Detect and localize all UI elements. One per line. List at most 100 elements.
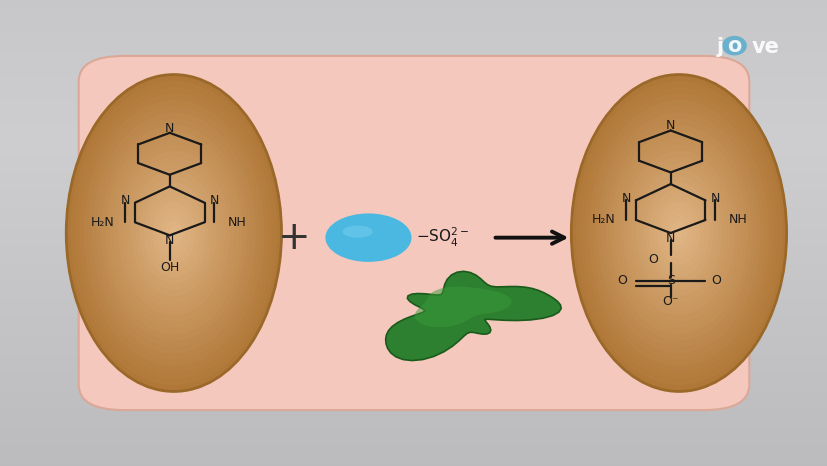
Text: NH: NH — [227, 216, 246, 229]
Bar — [0, 240, 827, 242]
Ellipse shape — [588, 100, 768, 366]
Bar — [0, 228, 827, 231]
Bar — [0, 128, 827, 130]
Bar — [0, 422, 827, 424]
Bar — [0, 256, 827, 259]
Bar — [0, 338, 827, 340]
Text: NH: NH — [728, 213, 747, 226]
Bar — [0, 324, 827, 326]
Bar — [0, 14, 827, 16]
Ellipse shape — [600, 119, 756, 347]
Ellipse shape — [648, 189, 708, 277]
Bar — [0, 336, 827, 338]
Ellipse shape — [152, 201, 195, 265]
Bar — [0, 226, 827, 228]
Bar — [0, 121, 827, 123]
Ellipse shape — [105, 131, 242, 335]
Bar — [0, 382, 827, 384]
Bar — [0, 84, 827, 86]
Bar — [0, 380, 827, 382]
Ellipse shape — [571, 75, 786, 391]
Bar — [0, 308, 827, 310]
Bar — [0, 377, 827, 380]
Bar — [0, 189, 827, 191]
Ellipse shape — [674, 226, 682, 240]
Bar — [0, 123, 827, 126]
Bar — [0, 301, 827, 303]
Bar — [0, 280, 827, 282]
Bar — [0, 149, 827, 151]
Ellipse shape — [609, 131, 747, 335]
Bar — [0, 221, 827, 224]
Ellipse shape — [614, 138, 743, 328]
Bar — [0, 319, 827, 322]
Bar — [0, 107, 827, 110]
Ellipse shape — [74, 87, 273, 379]
Text: N: N — [665, 232, 675, 245]
Ellipse shape — [721, 36, 746, 55]
Ellipse shape — [70, 81, 277, 385]
Bar — [0, 210, 827, 212]
Ellipse shape — [596, 113, 760, 353]
Text: j: j — [716, 37, 723, 56]
Bar — [0, 405, 827, 408]
Bar — [0, 177, 827, 179]
Bar — [0, 21, 827, 23]
Bar — [0, 9, 827, 12]
Bar — [0, 238, 827, 240]
Bar — [0, 49, 827, 51]
Bar — [0, 305, 827, 308]
Bar — [0, 33, 827, 35]
Bar — [0, 275, 827, 277]
Bar — [0, 322, 827, 324]
Text: ve: ve — [751, 37, 779, 56]
Ellipse shape — [627, 157, 729, 309]
Bar — [0, 417, 827, 419]
Bar — [0, 233, 827, 235]
Ellipse shape — [657, 201, 700, 265]
Bar — [0, 268, 827, 270]
Bar — [0, 163, 827, 165]
Ellipse shape — [113, 144, 234, 322]
Ellipse shape — [131, 170, 217, 296]
Bar — [0, 289, 827, 291]
Bar — [0, 340, 827, 343]
Bar — [0, 333, 827, 336]
Bar — [0, 26, 827, 28]
Bar — [0, 450, 827, 452]
Ellipse shape — [635, 170, 721, 296]
Bar — [0, 361, 827, 363]
Bar — [0, 347, 827, 350]
Bar — [0, 154, 827, 156]
Bar — [0, 356, 827, 359]
Bar — [0, 419, 827, 422]
Ellipse shape — [165, 220, 182, 246]
Bar — [0, 212, 827, 214]
Bar — [0, 359, 827, 361]
Bar — [0, 116, 827, 119]
Ellipse shape — [117, 151, 230, 315]
Bar — [0, 126, 827, 128]
Text: N: N — [165, 122, 174, 135]
Bar — [0, 61, 827, 63]
Bar — [0, 82, 827, 84]
Bar — [0, 415, 827, 417]
Bar — [0, 130, 827, 133]
Bar — [0, 445, 827, 447]
Bar — [0, 235, 827, 238]
Bar — [0, 424, 827, 426]
Ellipse shape — [653, 195, 704, 271]
Bar — [0, 370, 827, 373]
Bar — [0, 217, 827, 219]
Bar — [0, 350, 827, 352]
Bar — [0, 42, 827, 44]
Bar — [0, 44, 827, 47]
Ellipse shape — [579, 87, 777, 379]
Text: +: + — [277, 219, 310, 257]
Text: O: O — [617, 274, 627, 287]
Bar — [0, 345, 827, 347]
Bar — [0, 58, 827, 61]
Bar — [0, 119, 827, 121]
Text: o: o — [726, 36, 741, 55]
Bar — [0, 231, 827, 233]
